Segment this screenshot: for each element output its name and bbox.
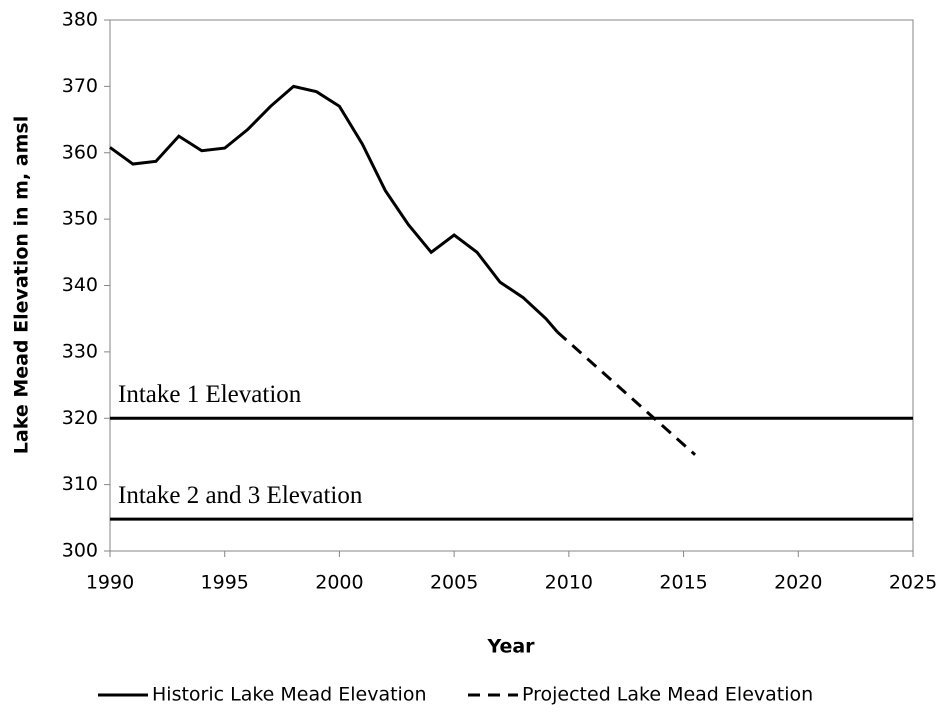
x-tick-label: 2000 <box>315 572 363 594</box>
x-axis-label: Year <box>486 636 535 658</box>
x-tick-label: 2020 <box>774 572 822 594</box>
legend-label: Historic Lake Mead Elevation <box>152 684 426 706</box>
y-tick-label: 330 <box>62 340 98 362</box>
y-tick-label: 370 <box>62 75 98 97</box>
legend-label: Projected Lake Mead Elevation <box>522 684 813 706</box>
x-tick-label: 2010 <box>545 572 593 594</box>
x-tick-label: 2015 <box>659 572 707 594</box>
y-tick-label: 310 <box>62 473 98 495</box>
series-line <box>109 84 559 333</box>
x-tick-label: 2025 <box>889 572 937 594</box>
plot-frame <box>109 19 914 552</box>
y-tick-label: 350 <box>62 208 98 230</box>
y-tick-label: 340 <box>62 274 98 296</box>
y-tick-label: 300 <box>62 540 98 562</box>
x-tick-label: 2005 <box>430 572 478 594</box>
y-tick-label: 320 <box>62 407 98 429</box>
x-tick-label: 1995 <box>201 572 249 594</box>
y-tick-label: 380 <box>62 9 98 31</box>
reference-label: Intake 2 and 3 Elevation <box>118 482 363 509</box>
y-tick-label: 360 <box>62 141 98 163</box>
y-axis-label: Lake Mead Elevation in m, amsl <box>11 116 33 454</box>
x-tick-label: 1990 <box>86 572 134 594</box>
reference-label: Intake 1 Elevation <box>118 381 302 408</box>
series-line <box>556 330 697 456</box>
